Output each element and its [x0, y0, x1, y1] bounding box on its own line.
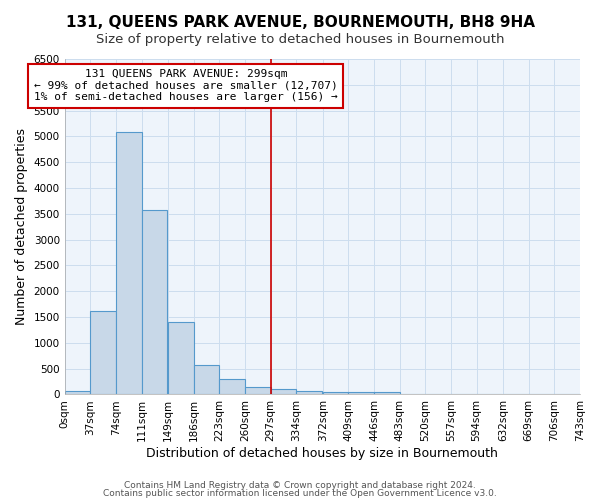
Text: Size of property relative to detached houses in Bournemouth: Size of property relative to detached ho…: [96, 32, 504, 46]
Bar: [271, 390, 296, 394]
Text: Contains public sector information licensed under the Open Government Licence v3: Contains public sector information licen…: [103, 489, 497, 498]
Bar: [91, 311, 116, 394]
Text: Contains HM Land Registry data © Crown copyright and database right 2024.: Contains HM Land Registry data © Crown c…: [124, 480, 476, 490]
Bar: [349, 392, 374, 394]
Text: 131, QUEENS PARK AVENUE, BOURNEMOUTH, BH8 9HA: 131, QUEENS PARK AVENUE, BOURNEMOUTH, BH…: [65, 15, 535, 30]
Bar: [142, 210, 167, 394]
Bar: [65, 391, 91, 394]
Bar: [245, 387, 271, 394]
Bar: [374, 392, 400, 394]
Bar: [296, 391, 322, 394]
Bar: [168, 322, 194, 394]
Y-axis label: Number of detached properties: Number of detached properties: [15, 128, 28, 325]
Bar: [116, 132, 142, 394]
Bar: [194, 364, 220, 394]
Text: 131 QUEENS PARK AVENUE: 299sqm
← 99% of detached houses are smaller (12,707)
1% : 131 QUEENS PARK AVENUE: 299sqm ← 99% of …: [34, 69, 338, 102]
X-axis label: Distribution of detached houses by size in Bournemouth: Distribution of detached houses by size …: [146, 447, 498, 460]
Bar: [323, 392, 349, 394]
Bar: [220, 380, 245, 394]
